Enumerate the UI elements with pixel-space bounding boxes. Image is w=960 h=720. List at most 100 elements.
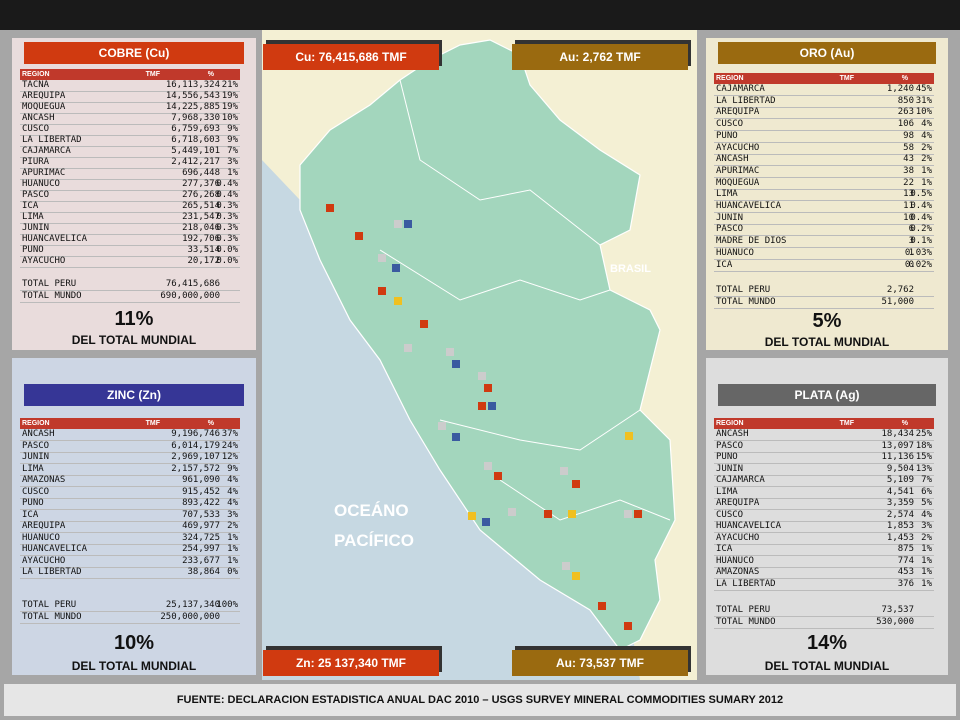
caption: DEL TOTAL MUNDIAL	[764, 659, 890, 673]
cell: 73,537	[881, 605, 914, 615]
table-row: ANCASH 9,196,746 37%	[20, 429, 240, 441]
panel: ZINC (Zn) REGION TMF% ANCASH 9,196,746 37% PAS…	[12, 358, 256, 675]
cell: 0.2%	[910, 224, 932, 235]
cell: 15%	[915, 452, 932, 462]
share: 5%	[812, 310, 842, 332]
cell: 1,453	[886, 532, 914, 543]
cell: 0.3%	[216, 201, 238, 211]
cell: 5,109	[886, 475, 914, 485]
table-row: CUSCO 106 4%	[714, 119, 934, 132]
cell: 7%	[921, 475, 932, 485]
cell: 14,556,543	[165, 91, 220, 101]
cell: PASCO	[716, 440, 744, 451]
cell: 76,415,686	[165, 279, 220, 289]
table-row: PASCO 276,268 0.4%	[20, 190, 240, 202]
cell: TOTAL MUNDO	[22, 612, 82, 622]
cell: 5,449,101	[171, 146, 220, 156]
cell: 0.3%	[216, 223, 238, 233]
cell: 25,137,340	[165, 600, 220, 610]
table-header: REGION TMF%	[714, 73, 934, 84]
table-row: JUNIN 2,969,107 12%	[20, 452, 240, 464]
cell: 4%	[227, 475, 238, 485]
cell: 2,157,572	[171, 463, 220, 474]
mine-icons	[326, 204, 642, 630]
cell: 6,014,179	[171, 440, 220, 451]
map-label: BRASIL	[610, 263, 651, 275]
cell: 18,434	[881, 429, 914, 439]
cell: 3%	[921, 521, 932, 531]
cell: CAJAMARCA	[716, 475, 765, 485]
cell: 850	[897, 95, 914, 106]
cell: 276,268	[182, 190, 220, 200]
cell: HUANCAVELICA	[22, 234, 88, 244]
table-row: LA LIBERTAD 850 31%	[714, 96, 934, 108]
cell: 192,706	[182, 234, 220, 244]
peru	[299, 39, 676, 651]
table-row: HUANCAVELICA 11 0.4%	[714, 201, 934, 213]
cell: 2,412,217	[171, 157, 220, 167]
cell: CAJAMARCA	[22, 146, 71, 156]
cell: AYACUCHO	[716, 142, 760, 153]
table-row: ICA 0 0.02%	[714, 260, 934, 272]
cell: 0.4%	[910, 201, 932, 211]
cell: PASCO	[716, 224, 744, 235]
table-row: PUNO 893,422 4%	[20, 498, 240, 510]
table-row: HUANUCO 324,725 1%	[20, 533, 240, 545]
cell: TOTAL MUNDO	[716, 617, 776, 627]
cell: HUANCAVELICA	[716, 521, 782, 531]
cell: 9%	[227, 463, 238, 474]
cell: 58	[903, 142, 914, 153]
cell: PASCO	[22, 190, 50, 200]
cell: PUNO	[22, 245, 44, 255]
cell: LA LIBERTAD	[716, 578, 776, 589]
region-border	[399, 79, 601, 246]
table-row: PIURA 2,412,217 3%	[20, 157, 240, 169]
table-row: LA LIBERTAD 6,718,603 9%	[20, 135, 240, 147]
panel-title: ORO (Au)	[718, 42, 936, 64]
cell: 10	[903, 212, 914, 223]
caption: DEL TOTAL MUNDIAL	[71, 659, 197, 673]
cell: 3	[908, 236, 914, 247]
region-border	[499, 479, 671, 521]
cell: 11	[903, 201, 914, 211]
cell: 6,759,693	[171, 124, 220, 134]
table-row: ICA 707,533 3%	[20, 510, 240, 522]
cell: 3%	[227, 157, 238, 167]
cell: CUSCO	[22, 124, 50, 134]
cell: AYACUCHO	[716, 532, 760, 543]
table-row: JUNIN 10 0.4%	[714, 213, 934, 225]
cell: 10%	[915, 107, 932, 118]
table-row: AYACUCHO 1,453 2%	[714, 533, 934, 545]
caption: DEL TOTAL MUNDIAL	[71, 333, 197, 347]
cell: ICA	[22, 201, 39, 211]
table-row: JUNIN 218,046 0.3%	[20, 223, 240, 235]
cell: 18%	[915, 440, 932, 451]
table-header: REGION TMF%	[714, 418, 934, 429]
total-row: TOTAL MUNDO 530,000	[714, 617, 934, 629]
cell: LIMA	[716, 189, 738, 200]
total-row: TOTAL PERU 73,537	[714, 605, 934, 617]
cell: LA LIBERTAD	[716, 95, 776, 106]
cell: 14,225,885	[165, 102, 220, 112]
cell: PASCO	[22, 440, 50, 451]
table-header: REGION TMF%	[20, 418, 240, 429]
cell: 6	[908, 224, 914, 235]
footer: FUENTE: DECLARACION ESTADISTICA ANUAL DA…	[4, 684, 956, 716]
table-row: AMAZONAS 961,090 4%	[20, 475, 240, 487]
cell: 20,172	[187, 256, 220, 266]
cell: %	[901, 420, 908, 427]
cell: 469,977	[182, 521, 220, 531]
cell: TOTAL PERU	[22, 279, 77, 289]
cell: AMAZONAS	[716, 567, 760, 577]
table-row: HUANUCO 1 0.03%	[714, 248, 934, 260]
cell: CAJAMARCA	[716, 84, 765, 94]
cell: JUNIN	[716, 212, 744, 223]
cell: 1%	[921, 578, 932, 589]
cell: 0.5%	[910, 189, 932, 200]
map-label: OCEÁNO	[334, 501, 409, 520]
panel: ORO (Au) REGION TMF% CAJAMARCA 1,240 45% LA LI…	[706, 38, 948, 350]
cell: 2%	[921, 532, 932, 543]
total-row: TOTAL MUNDO 250,000,000	[20, 612, 240, 624]
cell: 33,514	[187, 245, 220, 255]
cell: 0	[908, 259, 914, 270]
